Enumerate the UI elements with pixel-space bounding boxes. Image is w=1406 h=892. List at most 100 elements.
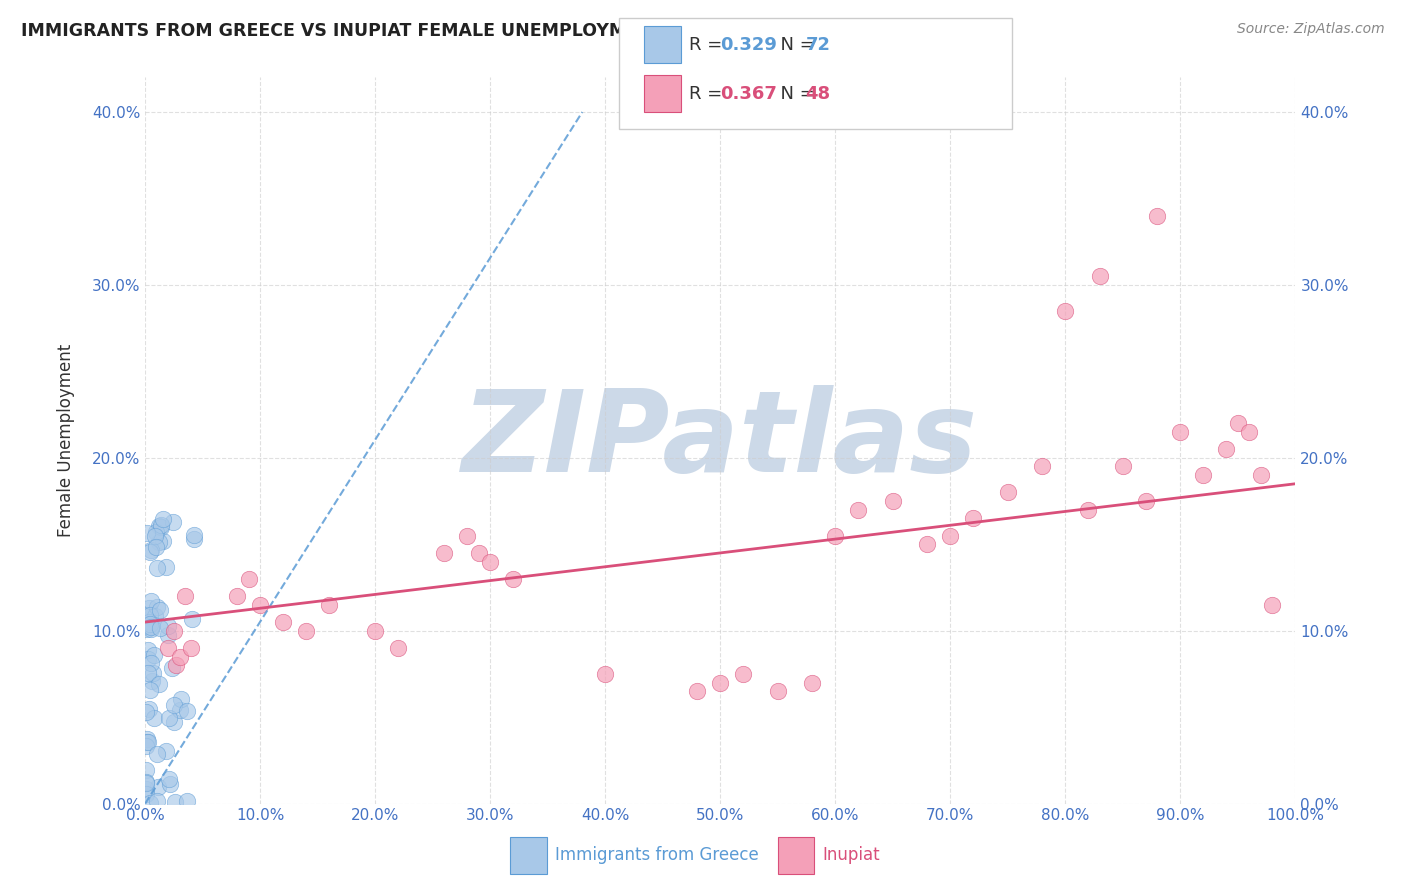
Text: 72: 72	[806, 36, 831, 54]
Point	[146, 561, 169, 575]
Point	[1192, 468, 1215, 483]
Point	[145, 524, 167, 539]
Point	[468, 546, 491, 560]
Point	[136, 652, 159, 666]
Point	[159, 711, 181, 725]
Point	[146, 793, 169, 807]
Point	[142, 666, 165, 681]
Point	[148, 535, 170, 549]
Point	[165, 658, 187, 673]
Point	[135, 705, 157, 719]
Text: R =: R =	[689, 85, 728, 103]
Point	[138, 617, 160, 632]
Point	[962, 511, 984, 525]
Point	[766, 684, 789, 698]
Point	[157, 619, 180, 633]
Point	[157, 640, 180, 655]
Point	[149, 520, 172, 534]
Point	[502, 572, 524, 586]
Point	[1088, 269, 1111, 284]
Point	[1170, 425, 1192, 439]
Text: N =: N =	[769, 36, 821, 54]
Point	[238, 572, 260, 586]
Point	[139, 594, 162, 608]
Text: Inupiat: Inupiat	[823, 847, 880, 864]
Point	[801, 675, 824, 690]
Text: 48: 48	[806, 85, 831, 103]
Point	[135, 731, 157, 746]
Text: 0.329: 0.329	[720, 36, 776, 54]
Point	[135, 739, 157, 754]
Point	[939, 528, 962, 542]
Point	[155, 560, 177, 574]
Point	[163, 624, 186, 638]
Point	[1135, 494, 1157, 508]
Point	[143, 711, 166, 725]
Point	[1146, 209, 1168, 223]
Point	[595, 667, 617, 681]
Point	[138, 665, 160, 680]
Point	[149, 603, 172, 617]
Point	[249, 598, 271, 612]
Text: R =: R =	[689, 36, 728, 54]
Point	[364, 624, 387, 638]
Point	[1261, 598, 1284, 612]
Point	[170, 692, 193, 706]
Point	[180, 612, 202, 626]
Point	[145, 609, 167, 624]
Point	[135, 735, 157, 749]
Point	[135, 607, 157, 622]
Point	[145, 540, 167, 554]
Point	[162, 515, 184, 529]
Point	[176, 704, 198, 718]
Point	[150, 518, 173, 533]
Point	[135, 788, 157, 802]
Point	[148, 519, 170, 533]
Point	[141, 674, 163, 689]
Point	[176, 794, 198, 808]
Point	[152, 533, 174, 548]
Point	[271, 615, 294, 629]
Point	[141, 656, 163, 670]
Point	[1077, 502, 1099, 516]
Point	[143, 529, 166, 543]
Point	[1239, 425, 1261, 439]
Point	[139, 544, 162, 558]
Point	[139, 683, 162, 698]
Point	[733, 667, 755, 681]
Text: 0.367: 0.367	[720, 85, 776, 103]
Point	[848, 502, 870, 516]
Point	[157, 628, 180, 642]
Point	[139, 543, 162, 558]
Point	[159, 772, 181, 786]
Point	[138, 735, 160, 749]
Point	[159, 777, 181, 791]
Point	[142, 648, 165, 662]
Point	[180, 640, 202, 655]
Text: N =: N =	[769, 85, 821, 103]
Point	[997, 485, 1019, 500]
Text: ZIPatlas: ZIPatlas	[463, 385, 979, 496]
Point	[433, 546, 456, 560]
Point	[136, 526, 159, 541]
Point	[917, 537, 939, 551]
Point	[387, 640, 409, 655]
Point	[149, 621, 172, 635]
Text: Source: ZipAtlas.com: Source: ZipAtlas.com	[1237, 22, 1385, 37]
Text: Immigrants from Greece: Immigrants from Greece	[555, 847, 759, 864]
Point	[169, 649, 191, 664]
Point	[165, 795, 187, 809]
Point	[1250, 468, 1272, 483]
Point	[135, 776, 157, 790]
Point	[148, 677, 170, 691]
Point	[138, 615, 160, 629]
Point	[135, 763, 157, 777]
Point	[138, 702, 160, 716]
Point	[139, 607, 162, 622]
Point	[824, 528, 846, 542]
Point	[160, 661, 183, 675]
Point	[135, 782, 157, 797]
Point	[163, 698, 186, 713]
Point	[183, 532, 205, 546]
Point	[318, 598, 340, 612]
